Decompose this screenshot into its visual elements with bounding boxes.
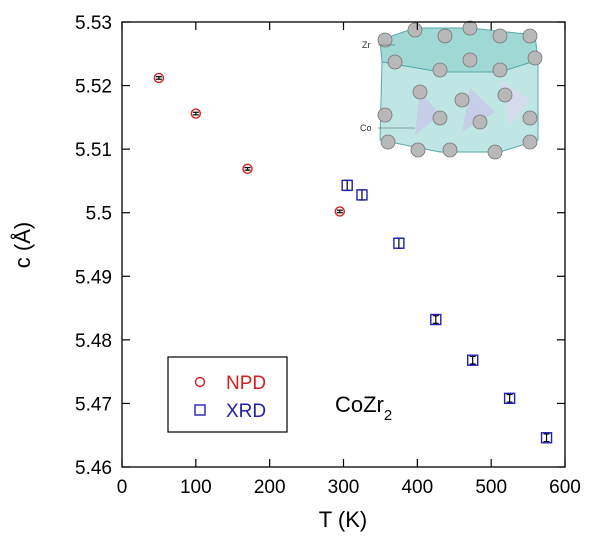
data-point xyxy=(153,72,165,84)
legend-box xyxy=(167,356,288,433)
annotation: CoZr2 xyxy=(335,392,392,424)
data-point xyxy=(467,354,479,366)
data-point xyxy=(356,189,368,201)
y-tick-label: 5.5 xyxy=(86,204,112,225)
annotation-text: CoZr xyxy=(335,392,384,417)
x-tick-label: 200 xyxy=(254,477,286,498)
data-point xyxy=(540,432,553,444)
y-tick-label: 5.47 xyxy=(75,394,112,415)
error-bar xyxy=(336,209,343,214)
x-tick-label: 100 xyxy=(180,477,212,498)
data-point xyxy=(242,163,253,175)
legend-label: XRD xyxy=(226,401,266,422)
y-tick-label: 5.46 xyxy=(75,458,112,479)
legend-marker xyxy=(194,376,206,388)
legend-label: NPD xyxy=(226,373,266,394)
inset-label: Zr xyxy=(362,40,371,50)
data-point xyxy=(341,179,353,192)
x-tick-label: 300 xyxy=(328,477,360,498)
data-point xyxy=(334,206,346,217)
annotation-subscript: 2 xyxy=(384,407,392,424)
data-point xyxy=(430,313,442,326)
x-tick-label: 500 xyxy=(475,477,507,498)
data-point xyxy=(503,392,516,405)
y-axis-label: c (Å) xyxy=(10,222,35,268)
y-tick-label: 5.52 xyxy=(75,77,112,98)
legend-marker xyxy=(194,404,206,416)
error-bar xyxy=(506,393,513,403)
data-point xyxy=(393,237,405,249)
inset-label: Co xyxy=(360,123,372,133)
error-bar xyxy=(155,76,162,80)
crystal-inset: Zr Co xyxy=(360,20,543,160)
x-tick-label: 400 xyxy=(401,477,433,498)
error-bar xyxy=(543,433,550,443)
data-point xyxy=(190,108,202,119)
error-bar xyxy=(469,355,476,365)
y-tick-label: 5.49 xyxy=(75,267,112,288)
x-tick-label: 0 xyxy=(117,477,128,498)
y-tick-label: 5.51 xyxy=(75,140,112,161)
error-bar xyxy=(432,315,439,324)
error-bar xyxy=(244,166,251,171)
x-tick-label: 600 xyxy=(549,477,581,498)
x-axis-label: T (K) xyxy=(319,507,367,532)
y-tick-label: 5.53 xyxy=(75,13,112,34)
error-bar xyxy=(192,111,199,116)
y-tick-label: 5.48 xyxy=(75,331,112,352)
